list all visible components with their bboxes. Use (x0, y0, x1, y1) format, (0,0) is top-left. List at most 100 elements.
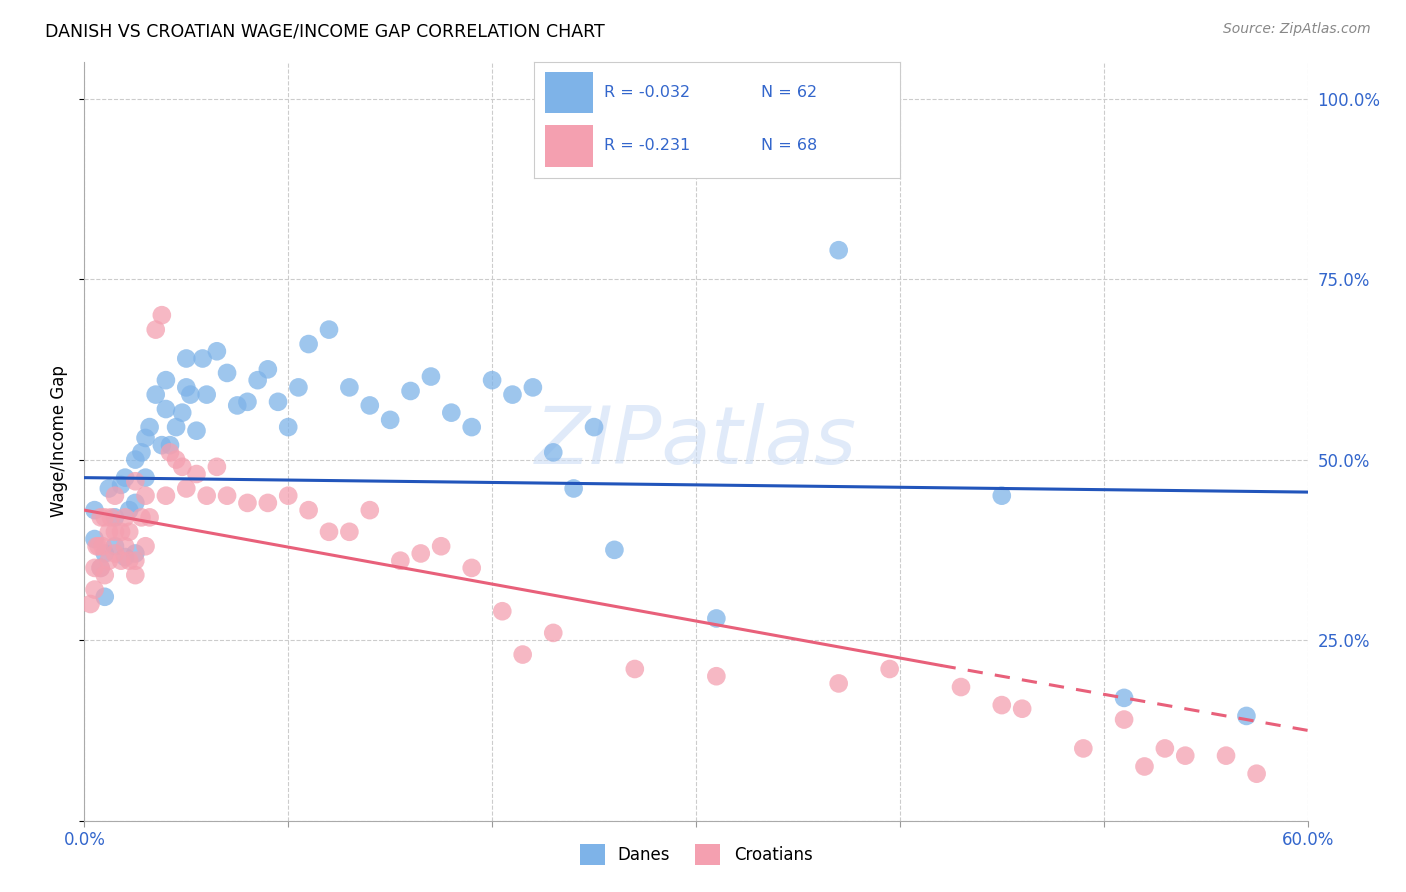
Point (205, 459, 228, 474)
Point (440, 406, 463, 420)
Point (110, 524, 132, 539)
Point (195, 489, 218, 503)
Point (90, 561, 112, 575)
Point (236, 394, 259, 409)
Point (481, 373, 503, 387)
Point (100, 510, 122, 524)
Point (97, 482, 120, 496)
Point (131, 445, 153, 459)
Point (155, 373, 177, 387)
Point (562, 482, 585, 496)
Point (706, 669, 728, 683)
Point (174, 380, 197, 394)
Point (104, 539, 127, 553)
Point (118, 554, 141, 568)
Point (135, 539, 157, 553)
Point (389, 554, 412, 568)
Point (118, 524, 141, 539)
Bar (546, 71, 593, 113)
Point (624, 662, 647, 676)
Point (93, 568, 115, 582)
Point (186, 424, 208, 438)
Point (150, 308, 173, 322)
Point (512, 648, 534, 662)
Point (172, 406, 194, 420)
Legend: Danes, Croatians: Danes, Croatians (571, 836, 821, 873)
Point (138, 510, 160, 524)
Point (135, 489, 157, 503)
Point (79, 597, 101, 611)
Text: ZIPatlas: ZIPatlas (534, 402, 858, 481)
Point (359, 503, 381, 517)
Point (339, 380, 361, 394)
Point (83, 532, 105, 546)
Text: DANISH VS CROATIAN WAGE/INCOME GAP CORRELATION CHART: DANISH VS CROATIAN WAGE/INCOME GAP CORRE… (45, 22, 605, 40)
Point (706, 611, 728, 625)
Point (1246, 766, 1268, 780)
Point (217, 366, 239, 380)
Point (1154, 741, 1177, 756)
Point (159, 438, 181, 452)
Point (828, 676, 851, 690)
Point (1114, 690, 1136, 705)
Point (114, 539, 136, 553)
Text: N = 62: N = 62 (761, 85, 817, 100)
Point (1236, 709, 1258, 723)
Point (104, 489, 127, 503)
Point (93, 590, 115, 604)
Point (298, 337, 321, 351)
Point (165, 420, 187, 434)
Point (124, 554, 146, 568)
Point (318, 524, 340, 539)
Point (950, 680, 973, 694)
Point (277, 420, 299, 434)
Point (879, 662, 901, 676)
Point (172, 459, 194, 474)
Point (359, 399, 381, 413)
Point (159, 445, 181, 459)
Point (104, 546, 127, 560)
Point (135, 470, 157, 484)
Point (246, 373, 269, 387)
Y-axis label: Wage/Income Gap: Wage/Income Gap (51, 366, 69, 517)
Point (114, 550, 136, 565)
Point (257, 496, 280, 510)
Point (491, 604, 513, 618)
Point (93, 510, 115, 524)
Point (1174, 748, 1197, 763)
Point (257, 362, 280, 376)
Point (461, 561, 484, 575)
Point (205, 344, 228, 359)
Point (131, 510, 153, 524)
Point (124, 475, 146, 489)
Point (828, 243, 851, 257)
Point (145, 323, 167, 337)
Point (155, 402, 177, 417)
Point (287, 380, 309, 394)
Point (543, 626, 565, 640)
Point (186, 467, 208, 481)
Point (1215, 748, 1237, 763)
Point (124, 546, 146, 560)
Point (991, 489, 1014, 503)
Point (91, 539, 114, 553)
Text: Source: ZipAtlas.com: Source: ZipAtlas.com (1223, 22, 1371, 37)
Point (97, 554, 120, 568)
Point (110, 554, 132, 568)
Point (83, 582, 105, 597)
Point (236, 496, 259, 510)
Point (603, 542, 626, 557)
Point (145, 387, 167, 401)
Point (114, 470, 136, 484)
Point (124, 568, 146, 582)
Point (90, 561, 112, 575)
Point (226, 399, 249, 413)
Point (318, 323, 340, 337)
Point (461, 420, 484, 434)
Point (298, 503, 321, 517)
Point (179, 387, 201, 401)
Point (430, 539, 453, 553)
Point (409, 546, 432, 560)
Point (277, 489, 299, 503)
Point (399, 384, 422, 398)
